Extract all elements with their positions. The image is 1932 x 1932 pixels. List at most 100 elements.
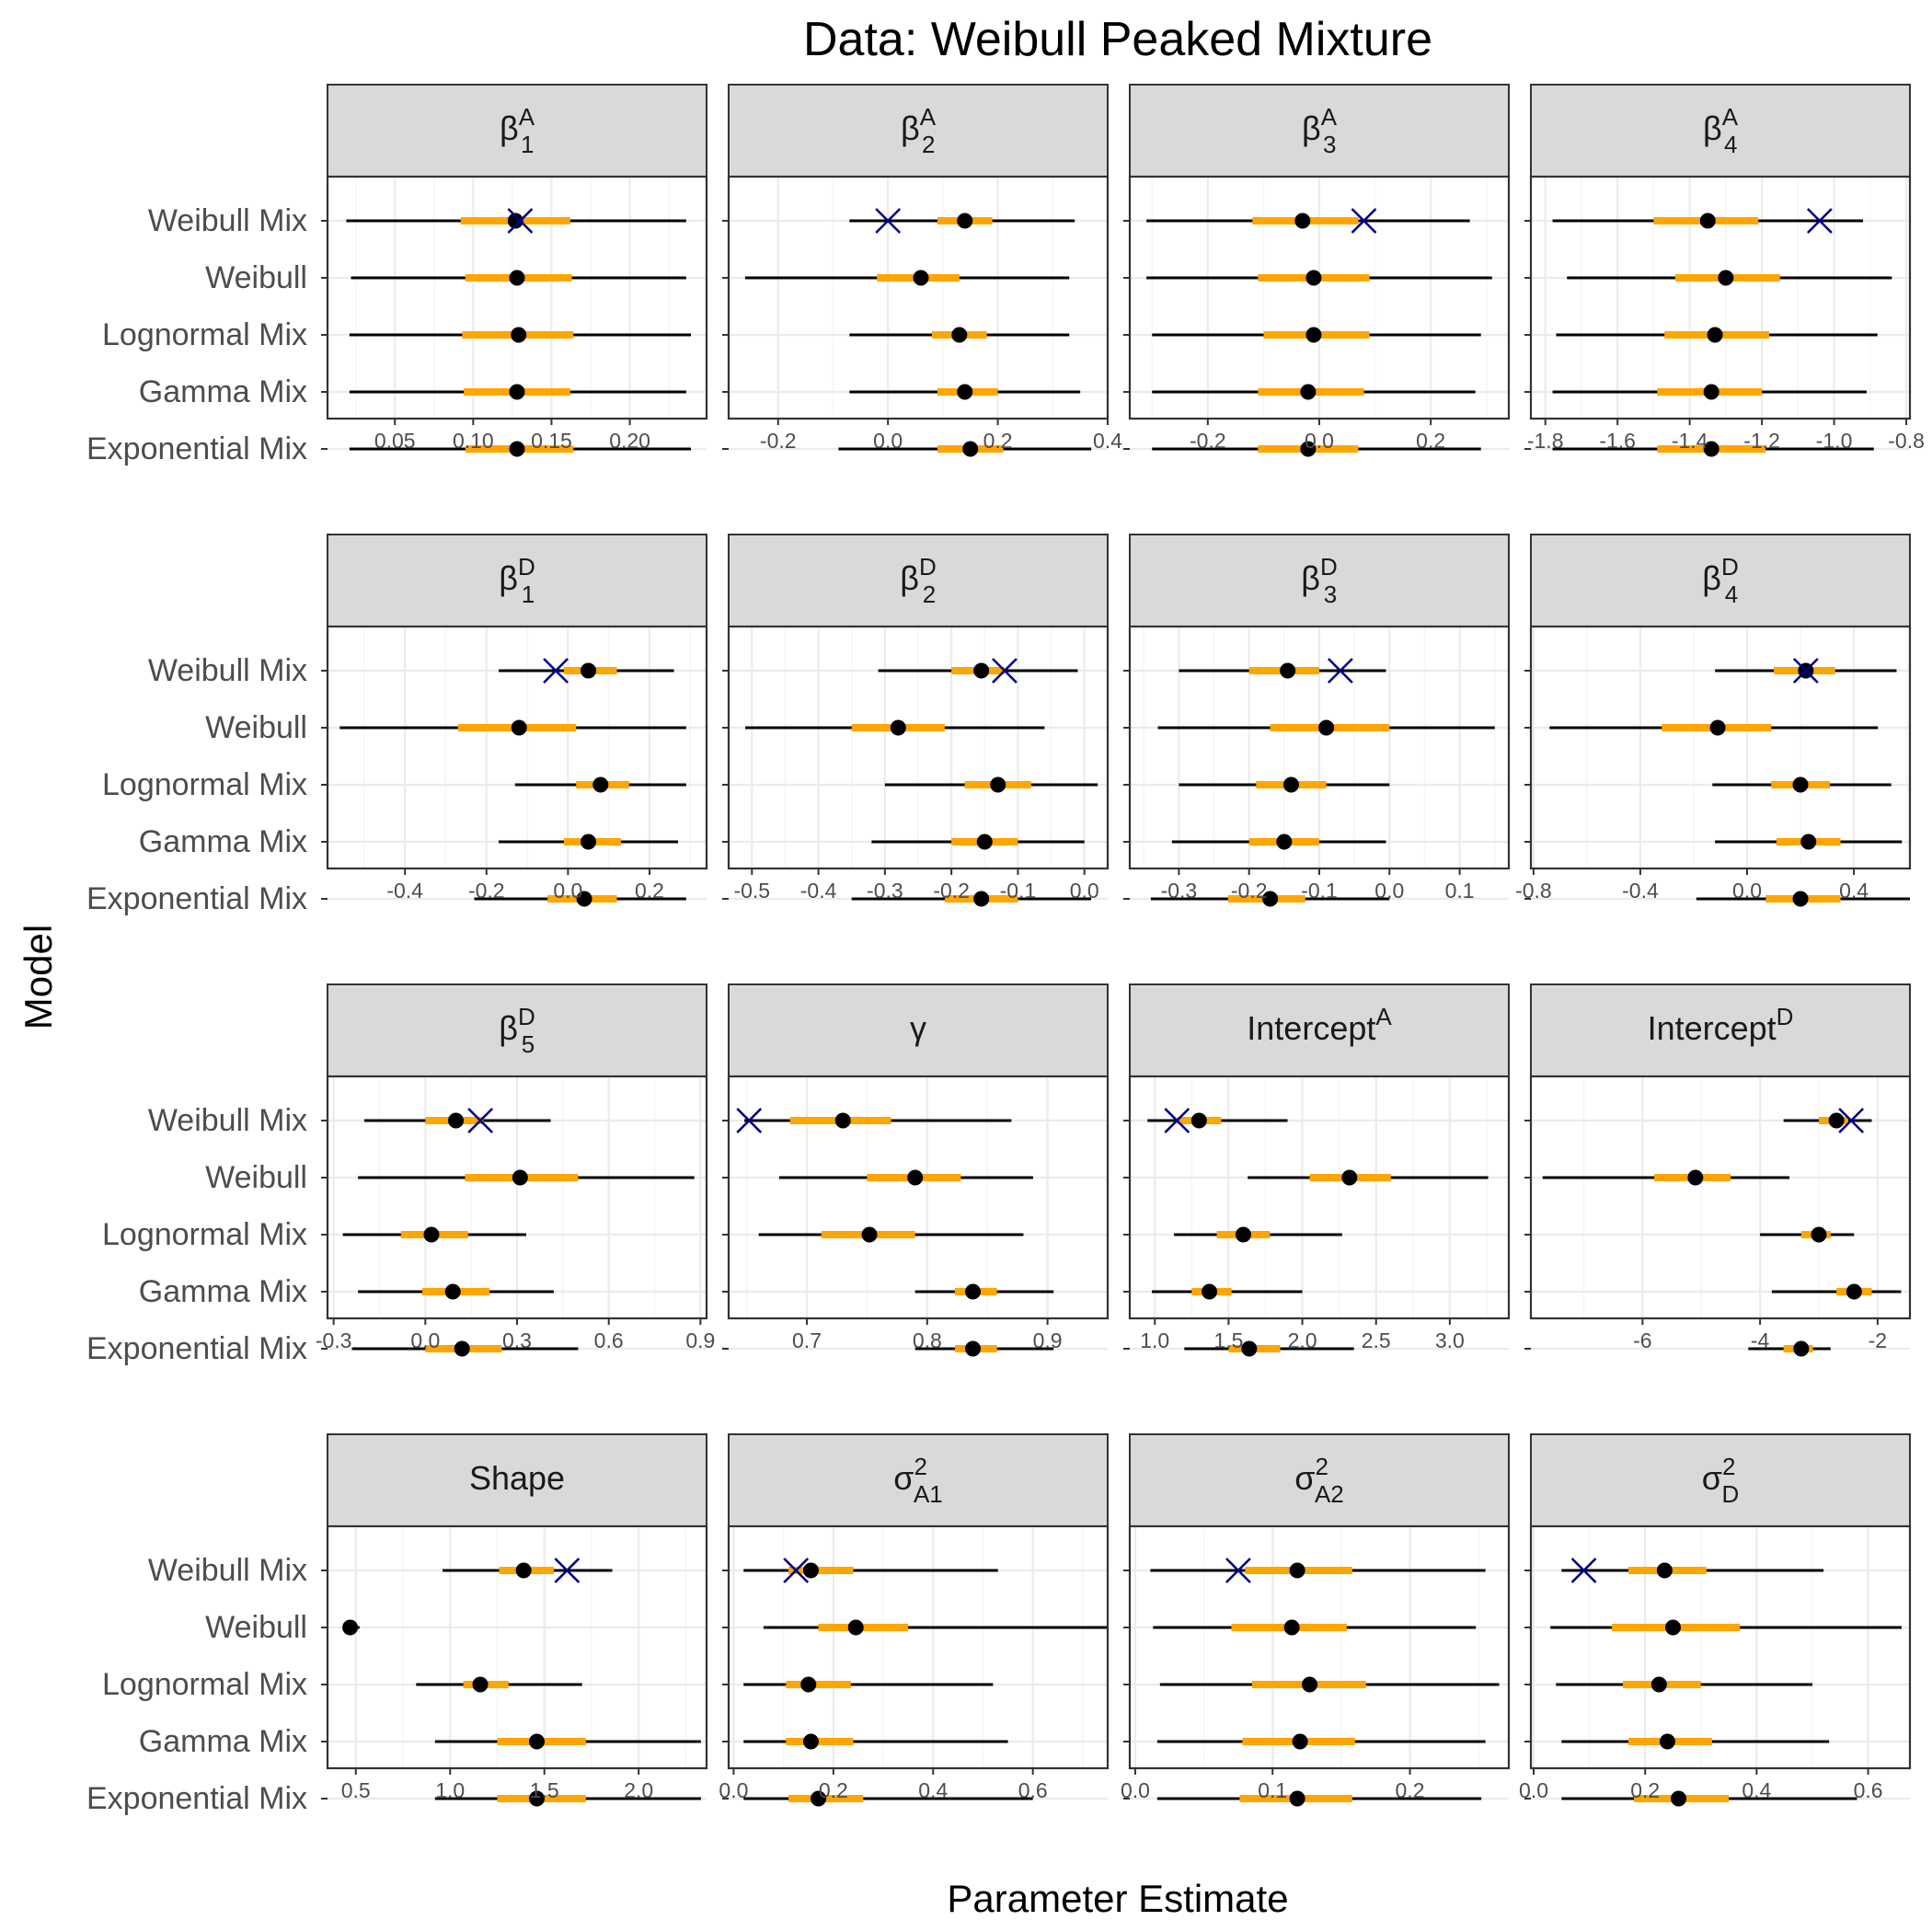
facet-strip <box>327 534 707 627</box>
point-estimate <box>1282 776 1299 793</box>
facet-body <box>1130 1076 1509 1318</box>
point-estimate <box>1792 776 1809 793</box>
x-tick-label: -0.3 <box>316 1328 352 1352</box>
facet-strip <box>327 84 707 178</box>
x-tick-label: -4 <box>1751 1328 1770 1352</box>
facet-border <box>727 625 1110 870</box>
point-estimate <box>965 1340 982 1357</box>
point-estimate <box>1190 1112 1207 1129</box>
point-estimate <box>1235 1226 1251 1243</box>
point-estimate <box>1341 1169 1358 1186</box>
x-tick-label: -0.4 <box>1622 879 1659 903</box>
point-estimate <box>811 1790 827 1807</box>
point-estimate <box>515 1562 532 1579</box>
point-estimate <box>444 1283 461 1300</box>
x-tick-label: -1.0 <box>1816 429 1853 453</box>
facet-body <box>1531 1076 1910 1318</box>
point-estimate <box>509 384 525 400</box>
facet-strip <box>1530 84 1911 178</box>
facet-body <box>729 177 1108 419</box>
point-estimate <box>454 1340 470 1357</box>
point-estimate <box>1846 1283 1862 1300</box>
model-label: Lognormal Mix <box>102 1667 307 1702</box>
facet-strip-label: βD 5 <box>499 1003 535 1058</box>
x-tick-label: -0.2 <box>933 879 970 903</box>
point-estimate <box>965 1283 982 1300</box>
point-estimate <box>990 776 1006 793</box>
facet-strip-label: Shape <box>469 1459 565 1497</box>
true-value-stroke <box>1351 208 1377 234</box>
x-tick-label: 1.5 <box>530 1778 559 1802</box>
x-tick-label: 0.15 <box>531 429 572 453</box>
true-value-marker <box>1792 658 1819 684</box>
x-tick-label: 0.2 <box>983 429 1013 453</box>
facet-strip-label: InterceptD <box>1648 1003 1794 1047</box>
point-estimate <box>1300 384 1317 400</box>
facet-strip <box>1129 84 1510 178</box>
x-tick-label: 0.0 <box>1519 1778 1548 1802</box>
facet-border <box>326 175 708 420</box>
model-label: Weibull <box>205 710 307 745</box>
x-tick-label: 0.1 <box>1445 879 1475 903</box>
facet-border <box>1529 1524 1912 1770</box>
model-label: Lognormal Mix <box>102 317 307 352</box>
x-tick-label: 0.0 <box>1374 879 1404 903</box>
true-value-marker <box>992 658 1018 684</box>
x-tick-label: 0.4 <box>918 1778 948 1802</box>
point-estimate <box>1687 1169 1704 1186</box>
x-tick-label: -0.8 <box>1515 879 1552 903</box>
point-estimate <box>913 270 929 286</box>
x-tick-label: 1.0 <box>1140 1328 1169 1352</box>
facet-panel: Shape 0.5 1.0 1.5 2.0 <box>321 1433 708 1807</box>
point-estimate <box>512 1169 528 1186</box>
point-estimate <box>1718 270 1734 286</box>
model-label: Exponential Mix <box>86 881 307 916</box>
point-estimate <box>1656 1562 1673 1579</box>
x-tick-label: 0.4 <box>1742 1778 1771 1802</box>
facet-strip <box>1530 1433 1911 1527</box>
facet-strip <box>1129 534 1510 627</box>
x-tick-label: 0.6 <box>1854 1778 1883 1802</box>
model-label: Gamma Mix <box>139 824 307 859</box>
true-value-stroke <box>992 658 1018 684</box>
model-label: Exponential Mix <box>86 1331 307 1366</box>
x-tick-label: 0.0 <box>1732 879 1762 903</box>
facet-body <box>1531 177 1910 419</box>
point-estimate <box>511 327 527 343</box>
x-tick-label: 0.2 <box>1396 1778 1425 1802</box>
point-estimate <box>847 1619 864 1636</box>
point-estimate <box>472 1676 489 1693</box>
facet-panel: βD 5 -0.3 0.0 0.3 0.6 0.9 <box>316 983 715 1357</box>
point-estimate <box>529 1733 546 1750</box>
facet-panel: σ2 D 0.0 0.2 0.4 0.6 <box>1519 1433 1912 1807</box>
true-value-stroke <box>1792 658 1819 684</box>
facet-panel: βA 2 -0.2 0.0 0.2 0.4 <box>722 84 1122 457</box>
facet-strip <box>728 1433 1109 1527</box>
point-estimate <box>1305 270 1322 286</box>
point-estimate <box>976 834 993 850</box>
point-estimate <box>529 1790 546 1807</box>
x-tick-label: 0.5 <box>341 1778 371 1802</box>
point-estimate <box>1305 327 1322 343</box>
point-estimate <box>1202 1283 1218 1300</box>
x-tick-label: 0.0 <box>873 429 903 453</box>
x-tick-label: -0.2 <box>468 879 505 903</box>
facet-strip <box>1530 983 1911 1077</box>
point-estimate <box>957 213 973 229</box>
point-estimate <box>509 441 525 457</box>
x-tick-label: 2.0 <box>1288 1328 1317 1352</box>
facet-strip <box>327 983 707 1077</box>
point-estimate <box>1671 1790 1687 1807</box>
point-estimate <box>1276 834 1293 850</box>
x-tick-label: 0.2 <box>635 879 664 903</box>
facet-border <box>727 1075 1110 1320</box>
facet-strip-label: σ2 A2 <box>1294 1453 1344 1508</box>
x-tick-label: 0.05 <box>374 429 416 453</box>
point-estimate <box>861 1226 878 1243</box>
x-tick-label: 0.8 <box>913 1328 942 1352</box>
facet-strip <box>1129 1433 1510 1527</box>
true-value-marker <box>467 1108 494 1133</box>
point-estimate <box>802 1562 819 1579</box>
x-tick-label: 2.0 <box>624 1778 653 1802</box>
model-label: Gamma Mix <box>139 1274 307 1309</box>
